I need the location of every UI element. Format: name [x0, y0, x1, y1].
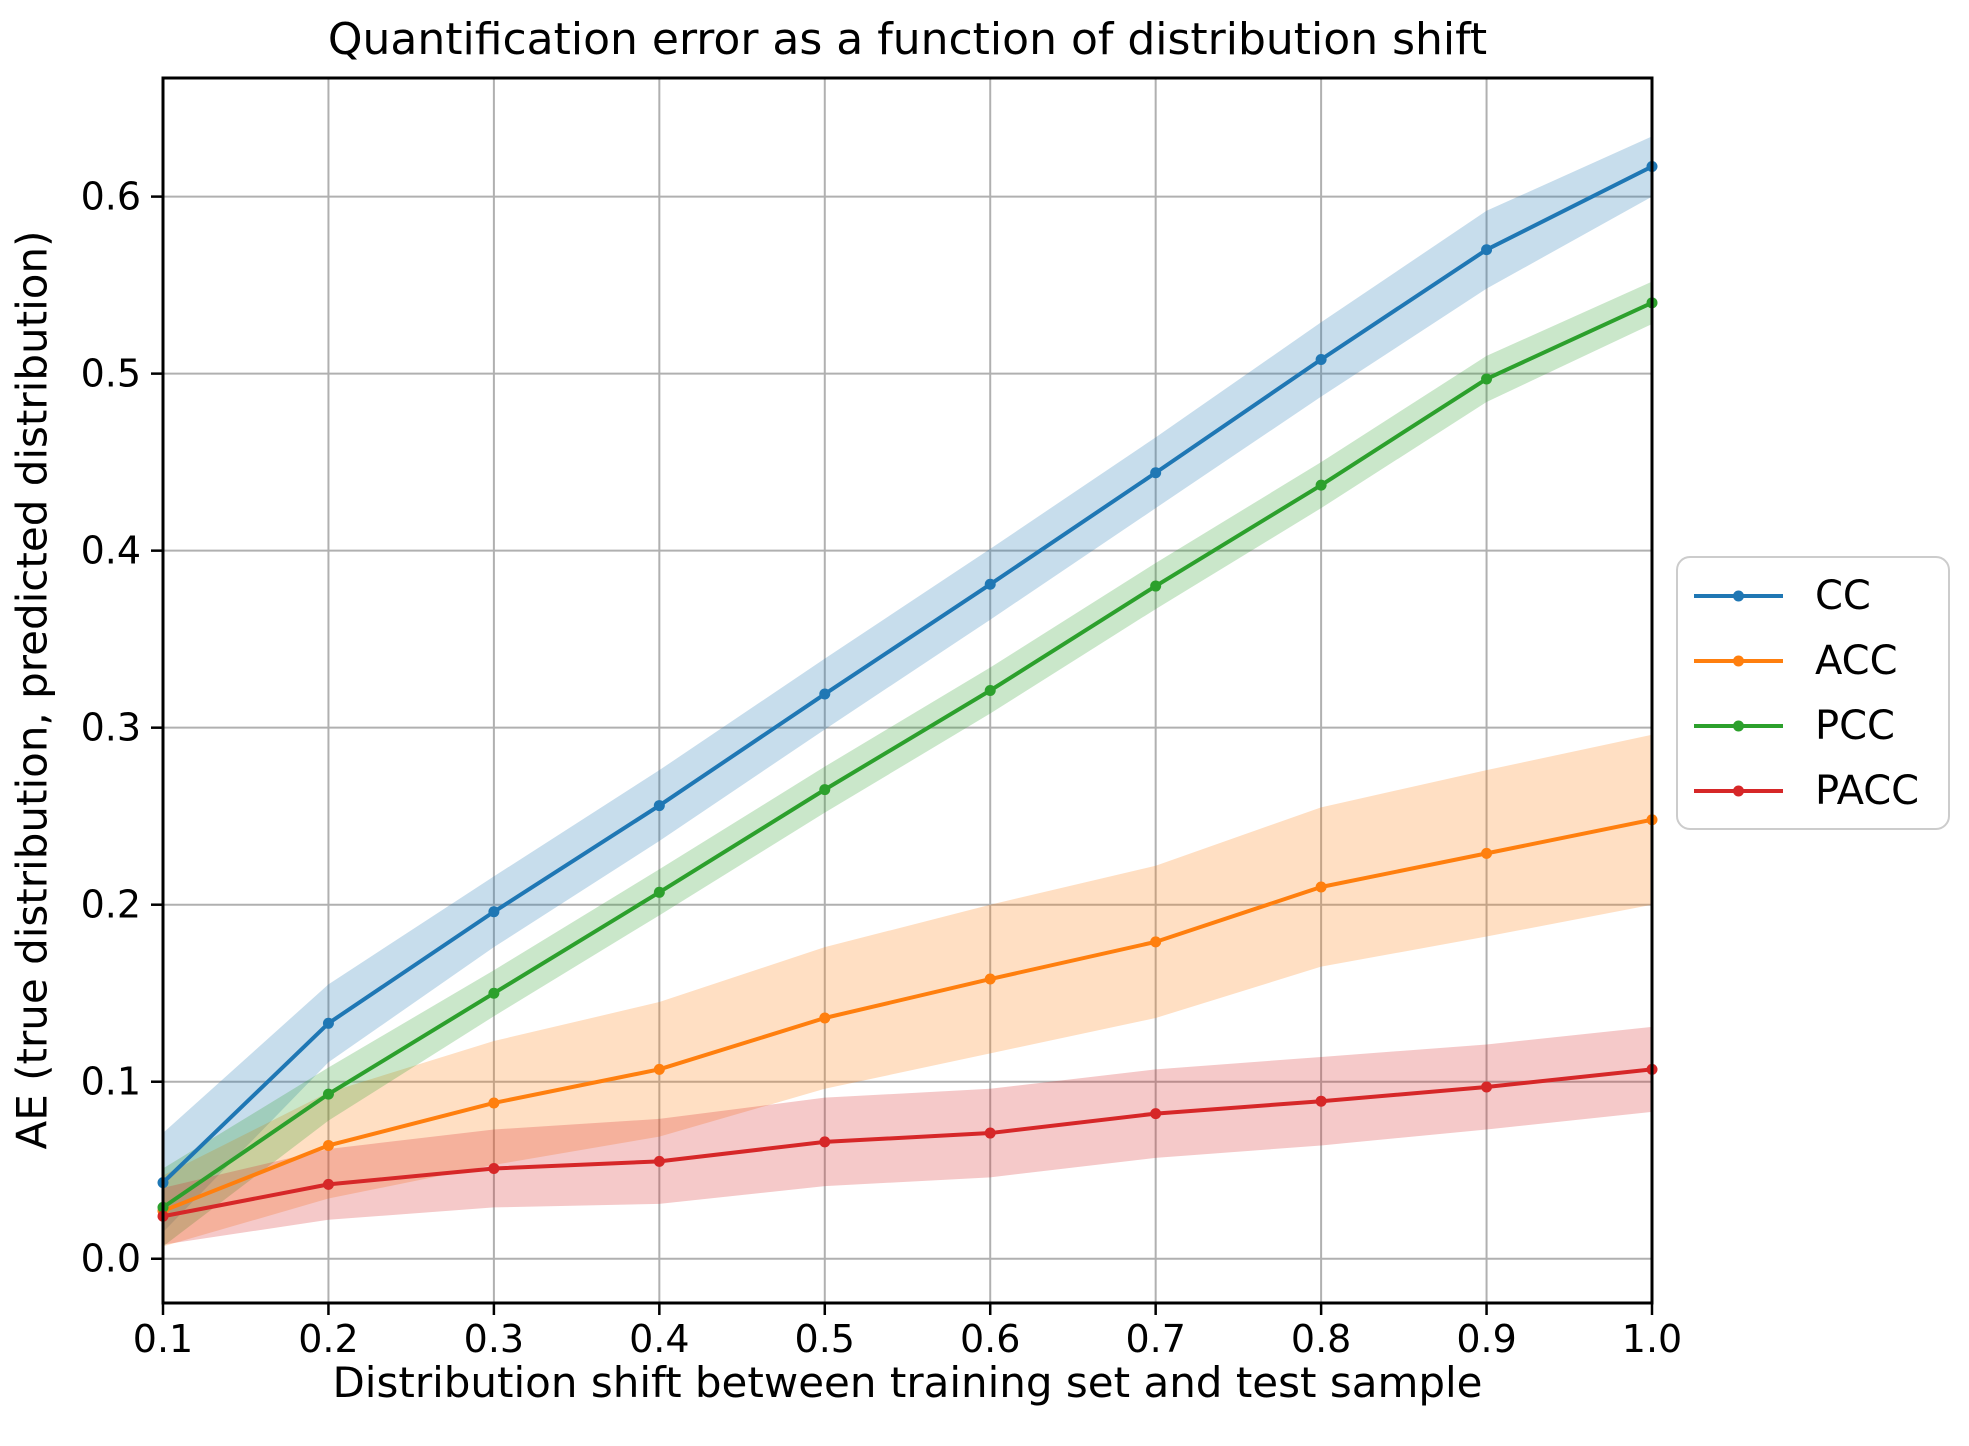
confidence-band-PCC: [163, 281, 1652, 1247]
chart-title: Quantification error as a function of di…: [327, 14, 1488, 65]
legend-sample-line-CC: [1694, 590, 1783, 601]
data-point-PCC-0.4: [653, 886, 665, 898]
legend-sample-line-ACC: [1694, 655, 1783, 666]
legend-item-PACC: PACC: [1692, 758, 1948, 823]
legend: CC ACC PCC PACC: [1676, 556, 1950, 830]
x-tick-label-0.4: 0.4: [629, 1317, 689, 1361]
series-line-PCC: [161, 300, 1654, 1210]
legend-item-PCC: PCC: [1692, 693, 1948, 758]
data-point-ACC-0.3: [488, 1097, 500, 1109]
data-point-ACC-0.4: [653, 1063, 665, 1075]
legend-sample-line-PACC: [1694, 785, 1783, 796]
legend-label-ACC: ACC: [1815, 637, 1898, 684]
x-tick-label-0.2: 0.2: [298, 1317, 358, 1361]
data-point-PCC-0.2: [322, 1088, 334, 1100]
x-tick-label-0.9: 0.9: [1456, 1317, 1516, 1361]
legend-item-ACC: ACC: [1692, 628, 1948, 693]
x-axis-label: Distribution shift between training set …: [332, 1358, 1483, 1407]
x-tick-label-0.5: 0.5: [795, 1317, 855, 1361]
data-point-PCC-0.8: [1315, 479, 1327, 491]
data-point-PCC-0.6: [984, 685, 996, 696]
y-axis-label: AE (true distribution, predicted distrib…: [7, 230, 57, 1150]
x-tick-label-0.3: 0.3: [464, 1317, 524, 1361]
confidence-band-CC: [163, 136, 1652, 1233]
data-point-CC-0.2: [322, 1017, 334, 1029]
plot-border: [161, 76, 1654, 1305]
data-point-PACC-0.5: [819, 1136, 831, 1148]
legend-marker-PCC: [1733, 720, 1744, 731]
y-tick-label-0.4: 0.4: [81, 529, 141, 573]
confidence-band-ACC: [163, 734, 1652, 1247]
data-point-PACC-0.4: [653, 1155, 665, 1167]
data-point-CC-0.5: [819, 688, 831, 700]
x-tick-label-0.1: 0.1: [133, 1317, 193, 1361]
data-point-PCC-0.9: [1481, 373, 1493, 385]
x-tick-label-0.6: 0.6: [960, 1317, 1020, 1361]
legend-marker-PACC: [1733, 785, 1744, 796]
legend-marker-CC: [1733, 590, 1744, 601]
y-tick-label-0.1: 0.1: [81, 1060, 141, 1104]
x-tick-label-0.7: 0.7: [1125, 1317, 1185, 1361]
data-point-ACC-0.9: [1481, 847, 1493, 859]
data-point-PACC-0.8: [1315, 1095, 1327, 1107]
data-point-PACC-0.3: [488, 1162, 500, 1174]
x-tick-label-1.0: 1.0: [1622, 1317, 1682, 1361]
data-point-PCC-0.5: [819, 784, 831, 796]
data-point-PACC-0.2: [322, 1178, 334, 1190]
series-line-CC: [161, 164, 1654, 1185]
data-point-PACC-0.6: [984, 1127, 996, 1139]
data-point-ACC-0.6: [984, 973, 996, 985]
y-tick-label-0.5: 0.5: [81, 352, 141, 396]
series-line-PACC: [161, 1067, 1654, 1219]
legend-label-PCC: PCC: [1815, 702, 1895, 749]
legend-item-CC: CC: [1692, 563, 1948, 628]
legend-label-CC: CC: [1815, 572, 1871, 619]
data-point-CC-0.7: [1150, 467, 1162, 479]
y-tick-label-0.0: 0.0: [81, 1237, 141, 1281]
data-point-PCC-0.3: [488, 987, 500, 999]
series-line-ACC: [161, 817, 1654, 1213]
data-point-CC-0.6: [984, 578, 996, 590]
data-point-ACC-0.8: [1315, 881, 1327, 893]
y-tick-label-0.6: 0.6: [81, 175, 141, 219]
data-point-PACC-0.9: [1481, 1081, 1493, 1093]
y-tick-label-0.2: 0.2: [81, 883, 141, 927]
legend-sample-line-PCC: [1694, 720, 1783, 731]
data-point-ACC-0.2: [322, 1139, 334, 1151]
data-point-PACC-0.7: [1150, 1108, 1162, 1120]
legend-marker-ACC: [1733, 655, 1744, 666]
legend-label-PACC: PACC: [1815, 767, 1920, 814]
plot-area: [163, 78, 1652, 1303]
data-point-CC-0.9: [1481, 244, 1493, 256]
data-point-CC-0.4: [653, 800, 665, 812]
data-point-CC-0.8: [1315, 353, 1327, 365]
y-tick-label-0.3: 0.3: [81, 706, 141, 750]
data-point-ACC-0.5: [819, 1012, 831, 1024]
data-point-ACC-0.7: [1150, 936, 1162, 948]
data-point-PCC-0.7: [1150, 580, 1162, 592]
x-tick-label-0.8: 0.8: [1291, 1317, 1351, 1361]
data-point-CC-0.3: [488, 906, 500, 918]
